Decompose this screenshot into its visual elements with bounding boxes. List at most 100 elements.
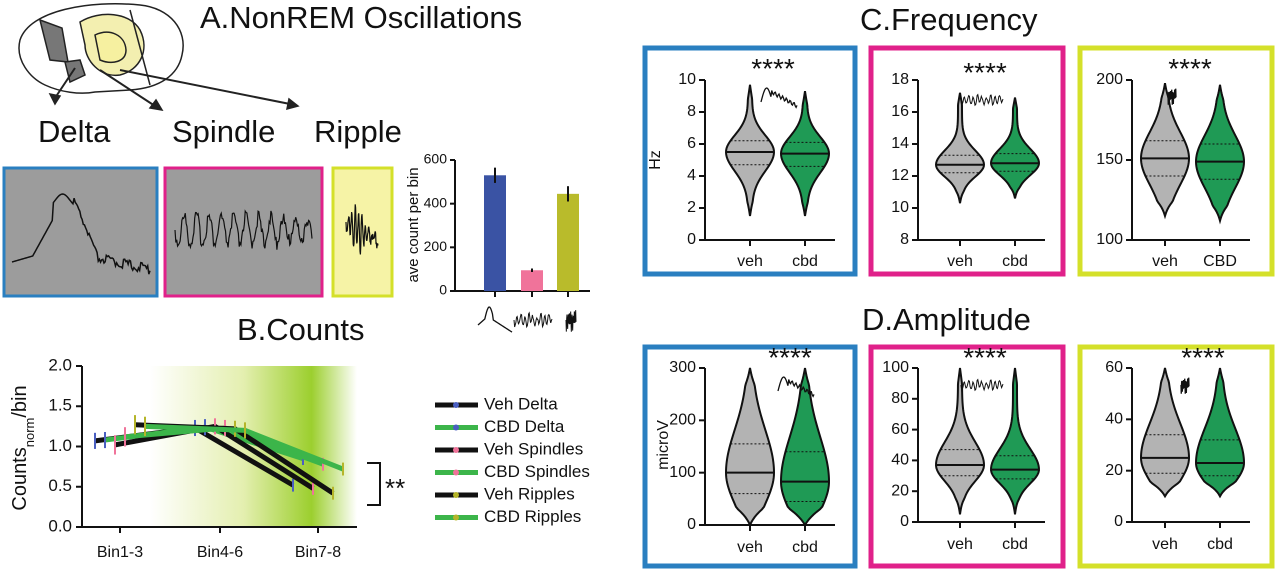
- x-tick-label: cbd: [1207, 536, 1233, 553]
- y-tick-label: 60: [1105, 359, 1123, 376]
- annotation: ****: [963, 57, 1007, 88]
- violin: [1139, 367, 1191, 499]
- y-tick-label: 4: [687, 167, 696, 184]
- y-tick-label: 100: [669, 464, 696, 481]
- x-tick-label: veh: [1152, 253, 1178, 270]
- y-axis-label-suffix: /bin: [9, 385, 31, 417]
- y-tick-label: 0: [687, 516, 696, 533]
- violin: [1195, 84, 1245, 225]
- y-axis-label-sub: norm: [22, 418, 37, 448]
- highlight-band: [150, 366, 357, 527]
- y-tick-label: 300: [669, 359, 696, 376]
- waveform: [960, 93, 1004, 107]
- y-tick-label: 18: [891, 71, 909, 88]
- annotation: ****: [963, 342, 1007, 373]
- y-tick-label: 20: [891, 482, 909, 499]
- y-tick-label: 80: [891, 390, 909, 407]
- legend-marker: [453, 447, 459, 453]
- legend-marker: [453, 492, 459, 498]
- waveform: [345, 204, 379, 255]
- trace-box: [163, 166, 324, 298]
- x-tick-label: veh: [737, 539, 763, 556]
- panel-title: A.NonREM Oscillations: [200, 0, 522, 35]
- panel-frame: [1077, 45, 1275, 277]
- x-tick-label: veh: [947, 253, 973, 270]
- bar: [521, 270, 543, 291]
- violin: [725, 84, 775, 217]
- y-tick-label: 0: [900, 513, 909, 530]
- x-tick-label: veh: [947, 536, 973, 553]
- waveform: [760, 87, 798, 109]
- x-tick-label: cbd: [1002, 253, 1028, 270]
- y-tick-label: 1.5: [48, 396, 72, 415]
- y-tick-label: 6: [687, 135, 696, 152]
- bar: [484, 175, 506, 291]
- waveform: [174, 209, 313, 250]
- violin: [780, 367, 830, 527]
- x-tick-label: CBD: [1203, 253, 1237, 270]
- panel-frame: [1077, 344, 1275, 569]
- waveform: [11, 193, 151, 275]
- y-tick-label: 400: [424, 194, 448, 210]
- legend-marker: [453, 402, 459, 408]
- violin: [724, 367, 776, 528]
- y-tick-label: 0: [439, 282, 447, 298]
- y-tick-label: 0.0: [48, 516, 72, 535]
- waveform: [477, 306, 513, 333]
- waveform: [565, 310, 577, 332]
- y-tick-label: 60: [891, 421, 909, 438]
- brain-sketch: [18, 3, 300, 112]
- panel-title: C.Frequency: [860, 2, 1038, 37]
- y-tick-label: 20: [1105, 462, 1123, 479]
- y-tick-label: 0: [1114, 513, 1123, 530]
- y-tick-label: 600: [424, 151, 448, 167]
- y-tick-label: 1.0: [48, 436, 72, 455]
- waveform: [1167, 88, 1177, 105]
- y-axis-label: Countsnorm/bin: [9, 385, 37, 510]
- y-tick-label: 150: [1096, 151, 1123, 168]
- waveform: [960, 378, 1004, 392]
- y-tick-label: 2.0: [48, 355, 72, 374]
- trace-box: [2, 166, 159, 298]
- legend-marker: [453, 424, 459, 431]
- trace-label: Spindle: [172, 114, 275, 149]
- legend-label: CBD Delta: [484, 417, 565, 436]
- y-tick-label: 14: [891, 135, 909, 152]
- annotation: ****: [1181, 342, 1225, 373]
- y-tick-label: 200: [1096, 71, 1123, 88]
- y-tick-label: 16: [891, 103, 909, 120]
- x-tick-label: veh: [1152, 536, 1178, 553]
- legend-marker: [453, 469, 459, 476]
- y-tick-label: 0.5: [48, 476, 72, 495]
- y-tick-label: 40: [891, 452, 909, 469]
- trace-label: Ripple: [314, 114, 402, 149]
- y-tick-label: 0: [687, 231, 696, 248]
- panel-frame: [642, 45, 858, 277]
- y-tick-label: 8: [687, 103, 696, 120]
- y-tick-label: 200: [669, 412, 696, 429]
- violin: [1195, 367, 1245, 499]
- y-axis-label: microV: [655, 420, 672, 470]
- panel-frame: [868, 45, 1066, 277]
- panel-frame: [642, 344, 858, 569]
- violin: [990, 367, 1040, 515]
- waveform: [777, 376, 815, 398]
- significance-bracket: [367, 462, 381, 506]
- waveform: [513, 311, 553, 329]
- panel-frame: [868, 344, 1066, 569]
- y-axis-label: Hz: [647, 150, 664, 170]
- x-tick-label: Bin4-6: [197, 544, 243, 561]
- x-tick-label: Bin7-8: [295, 544, 341, 561]
- legend-label: Veh Delta: [484, 394, 558, 413]
- legend-label: Veh Ripples: [484, 484, 575, 503]
- trace-label: Delta: [38, 114, 111, 149]
- annotation: ****: [751, 53, 795, 84]
- x-tick-label: cbd: [792, 539, 818, 556]
- legend-marker: [453, 514, 459, 521]
- annotation: ****: [1168, 53, 1212, 84]
- y-tick-label: 100: [1096, 231, 1123, 248]
- x-tick-label: cbd: [792, 253, 818, 270]
- y-axis-label: ave count per bin: [405, 167, 422, 282]
- y-tick-label: 8: [900, 231, 909, 248]
